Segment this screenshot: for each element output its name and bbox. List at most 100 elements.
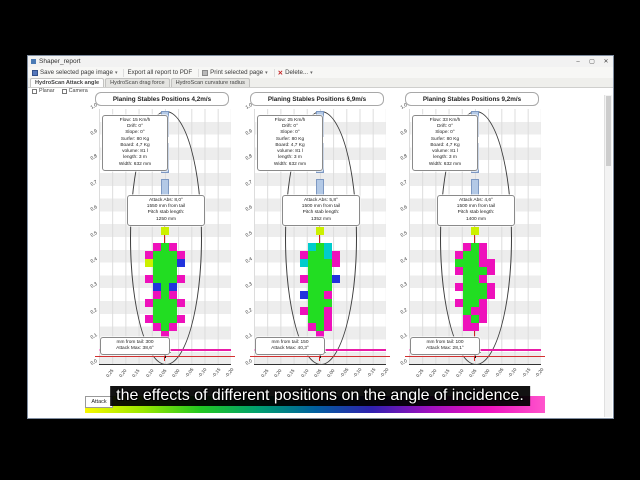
heatmap-cell (324, 299, 332, 307)
checkbox-icon[interactable] (61, 88, 67, 94)
heatmap-cell (300, 291, 308, 299)
x-axis-tick: 0,25 (415, 368, 425, 379)
heatmap-cell (487, 283, 495, 291)
heatmap-cell (316, 291, 324, 299)
chart-title: Planing Stables Positions 4,2m/s (95, 92, 229, 106)
y-axis-tick: 0,8 (90, 154, 99, 162)
heatmap-cell (300, 251, 308, 259)
heatmap-cell (455, 299, 463, 307)
attack-abs-callout: Attack Abs: 8,0° 1550 mm from tail Pitch s… (127, 195, 205, 226)
delete-button[interactable]: ✕ Delete... ▾ (278, 69, 313, 77)
y-axis-tick: 0,0 (400, 359, 409, 367)
x-axis-tick: 0,20 (428, 368, 438, 379)
vertical-scrollbar[interactable] (604, 95, 612, 417)
parameter-line: Drift: 0° (281, 124, 299, 130)
parameter-line: Width: 632 mm (428, 161, 462, 167)
heatmap-cell (161, 243, 169, 251)
heatmap-cell (161, 315, 169, 323)
y-axis-tick: 0,7 (245, 179, 254, 188)
heatmap-cell (479, 315, 487, 323)
y-axis-tick: 0,2 (245, 307, 254, 316)
parameter-line: length: 3 m (278, 155, 302, 161)
chart-title: Planing Stables Positions 6,9m/s (250, 92, 384, 106)
app-icon (31, 59, 36, 64)
tab-hydroscan-drag-force[interactable]: HydroScan drag force (105, 78, 170, 87)
parameters-callout: Flow: 15 Km/h Drift: 0° Slope: 0° Surfer: 8… (102, 115, 168, 171)
heatmap-cell (332, 251, 340, 259)
y-axis-tick: 0,6 (400, 205, 409, 214)
heatmap-cell (332, 259, 340, 267)
export-pdf-label: Export all report to PDF (127, 69, 193, 76)
option-planar[interactable]: Planar (32, 88, 55, 94)
heatmap-cell (479, 275, 487, 283)
heatmap-cell (161, 299, 169, 307)
y-axis-tick: 0,7 (400, 179, 409, 188)
heatmap-cell (324, 283, 332, 291)
heatmap-cell (308, 243, 316, 251)
tab-hydroscan-curvature-radius[interactable]: HydroScan curvature radius (170, 78, 250, 87)
heatmap-cell (145, 251, 153, 259)
x-axis-tick: -0,05 (494, 366, 505, 379)
tab-hydroscan-attack-angle[interactable]: HydroScan Attack angle (30, 78, 105, 87)
heatmap-cell (471, 227, 479, 235)
x-axis-tick: 0,20 (118, 368, 128, 379)
heatmap-cell (308, 291, 316, 299)
parameter-line: Board: 4,7 Kg (275, 142, 305, 148)
heatmap-cell (153, 243, 161, 251)
x-axis-tick: 0,05 (157, 368, 168, 379)
x-axis-tick: 0,15 (131, 368, 141, 379)
chevron-down-icon[interactable]: ▾ (265, 69, 268, 76)
parameter-line: Drift: 0° (436, 124, 454, 130)
chevron-down-icon[interactable]: ▾ (114, 69, 118, 76)
heatmap-cell (463, 275, 471, 283)
save-page-image-button[interactable]: Save selected page image ▾ (32, 69, 117, 76)
option-camera[interactable]: Camera (61, 88, 88, 94)
x-axis-tick: -0,20 (533, 366, 545, 379)
heatmap-cell (463, 291, 471, 299)
toolbar-separator (273, 68, 275, 77)
close-button[interactable]: ✕ (603, 59, 609, 65)
checkbox-icon[interactable] (32, 88, 37, 94)
y-axis-tick: 0,5 (400, 231, 409, 239)
heatmap-cell (471, 291, 479, 299)
video-caption: the effects of different positions on th… (110, 386, 530, 406)
heatmap-cell (324, 243, 332, 251)
heatmap-cell (177, 299, 185, 307)
heatmap-cell (471, 283, 479, 291)
heatmap-cell (316, 243, 324, 251)
heatmap-cell (161, 275, 169, 283)
heatmap-cell (316, 323, 324, 331)
heatmap-cell (316, 315, 324, 323)
heatmap-cell (161, 291, 169, 299)
attack-line: 1352 mm (311, 216, 331, 222)
y-axis-tick: 0,6 (245, 205, 254, 214)
y-axis-tick: 1,0 (90, 103, 99, 111)
y-axis-tick: 0,9 (400, 128, 409, 137)
scrollbar-thumb[interactable] (606, 96, 611, 166)
window-controls: – ▢ ✕ (571, 56, 613, 67)
heatmap-cell (169, 251, 177, 259)
parameter-line: Board: 4,7 Kg (120, 142, 150, 148)
heatmap-cell (169, 243, 177, 251)
minimize-button[interactable]: – (576, 58, 580, 65)
heatmap-cell (308, 299, 316, 307)
toolbar-separator (198, 68, 200, 77)
chart-panel: Planing Stables Positions 6,9m/s 1,0 0,9 0,… (240, 91, 392, 391)
print-page-button[interactable]: Print selected page ▾ (202, 69, 268, 76)
plot-area: Flow: 15 Km/h Drift: 0° Slope: 0° Surfer: 8… (95, 109, 235, 365)
chevron-down-icon[interactable]: ▾ (310, 69, 313, 76)
heatmap-cell (479, 251, 487, 259)
x-axis-tick: -0,15 (210, 366, 222, 379)
attack-max-callout: mm from tail: 300 Attack Max: 38,6° (100, 337, 170, 356)
heatmap-cell (479, 291, 487, 299)
x-axis-tick: 0,10 (454, 368, 465, 379)
y-axis-tick: 0,4 (400, 256, 409, 265)
attack-line: 1550 mm from tail (146, 204, 186, 210)
heatmap-cell (463, 251, 471, 259)
maximize-button[interactable]: ▢ (589, 59, 595, 65)
export-pdf-button[interactable]: Export all report to PDF (127, 69, 192, 76)
option-camera-label: Camera (68, 88, 88, 94)
print-icon (202, 69, 209, 76)
heatmap-cell (153, 323, 161, 331)
chart-panel: Planing Stables Positions 9,2m/s 1,0 0,9 0,… (395, 91, 547, 391)
